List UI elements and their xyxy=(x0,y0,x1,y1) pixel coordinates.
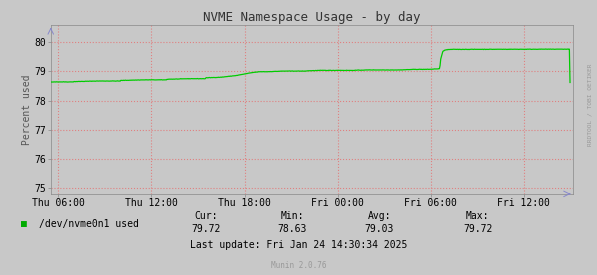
Text: 78.63: 78.63 xyxy=(278,224,307,234)
Text: 79.72: 79.72 xyxy=(463,224,493,234)
Text: Munin 2.0.76: Munin 2.0.76 xyxy=(271,261,326,270)
Y-axis label: Percent used: Percent used xyxy=(22,74,32,145)
Text: Min:: Min: xyxy=(281,211,304,221)
Title: NVME Namespace Usage - by day: NVME Namespace Usage - by day xyxy=(203,10,421,24)
Text: 79.03: 79.03 xyxy=(364,224,394,234)
Text: /dev/nvme0n1 used: /dev/nvme0n1 used xyxy=(39,219,139,229)
Text: Avg:: Avg: xyxy=(367,211,391,221)
Text: 79.72: 79.72 xyxy=(191,224,221,234)
Text: RRDTOOL / TOBI OETIKER: RRDTOOL / TOBI OETIKER xyxy=(588,63,593,146)
Text: Last update: Fri Jan 24 14:30:34 2025: Last update: Fri Jan 24 14:30:34 2025 xyxy=(190,240,407,249)
Text: Cur:: Cur: xyxy=(194,211,218,221)
Text: ■: ■ xyxy=(21,219,27,229)
Text: Max:: Max: xyxy=(466,211,490,221)
